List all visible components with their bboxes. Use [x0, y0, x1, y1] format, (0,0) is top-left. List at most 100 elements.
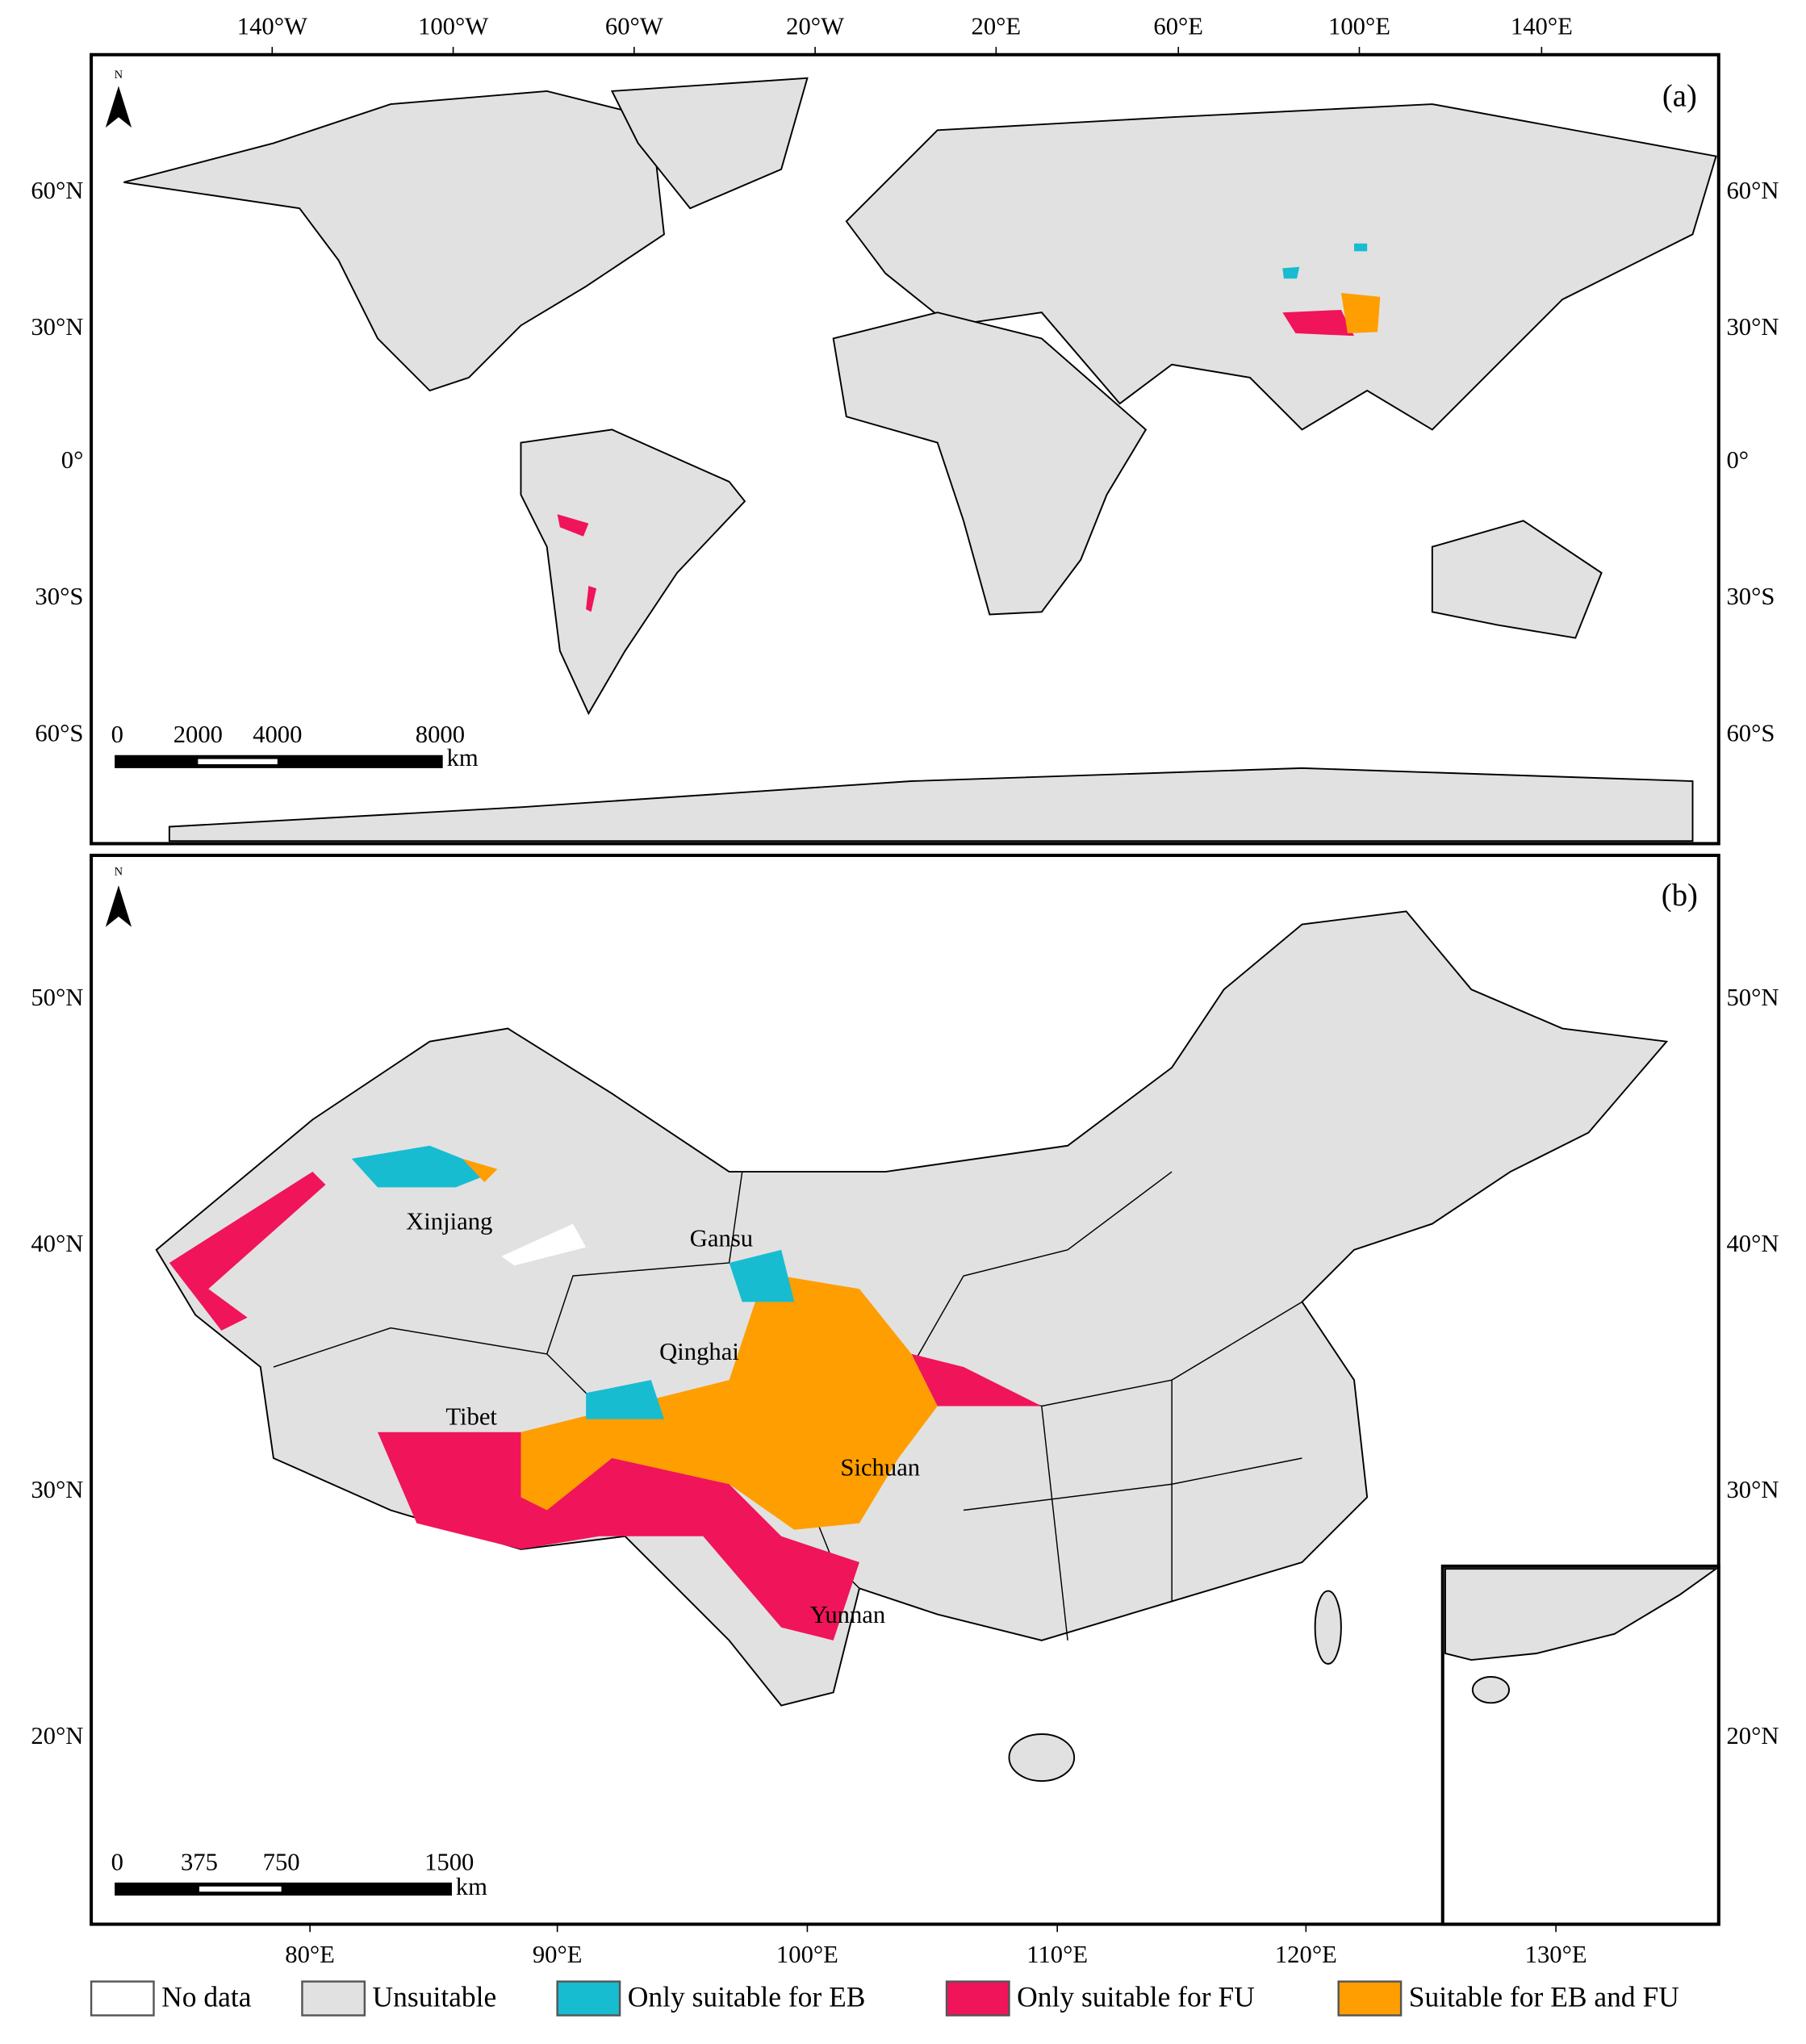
y-tick-label: 0° [1726, 446, 1749, 474]
legend-swatch [1337, 1980, 1403, 2017]
suitable-patch [1282, 309, 1355, 336]
hainan [1008, 1733, 1076, 1783]
suitable-patch [911, 1353, 1042, 1407]
x-tick-label: 90°E [533, 1941, 583, 1968]
x-tick-label: 110°E [1026, 1941, 1088, 1968]
scale-bar [115, 754, 443, 768]
region-label: Qinghai [659, 1338, 739, 1365]
y-tick-label: 60°N [31, 177, 83, 204]
scale-unit: km [456, 1873, 487, 1900]
suitable-patch [520, 1276, 938, 1530]
china-map [155, 910, 1669, 1783]
greenland [610, 77, 809, 210]
y-tick-label: 40°N [31, 1230, 83, 1257]
legend-swatch [945, 1980, 1010, 2017]
inset-hainan [1471, 1676, 1510, 1704]
suitable-patch [1354, 243, 1368, 252]
suitable-patch [729, 1249, 795, 1302]
no-data-patch [501, 1223, 587, 1266]
suitable-patch [557, 514, 589, 537]
eurasia [845, 103, 1717, 431]
inset-land [1444, 1568, 1719, 1662]
north-arrow [105, 86, 132, 128]
panel-label: (b) [1662, 878, 1698, 913]
x-tick-label: 20°W [786, 13, 844, 40]
scale-bar-segment [199, 1886, 282, 1892]
x-tick-label: 140°E [1511, 13, 1573, 40]
scale-label: 0 [111, 1848, 123, 1875]
suitable-patch [1340, 293, 1381, 334]
y-tick-label: 30°S [35, 583, 83, 610]
scale-bar-segment [198, 759, 278, 765]
legend-label: No data [161, 1980, 252, 2013]
north-america [123, 90, 665, 392]
suitable-patch [351, 1145, 495, 1188]
north-arrow [105, 885, 132, 927]
panel-label: (a) [1662, 79, 1697, 114]
y-tick-label: 30°N [1726, 313, 1779, 341]
legend-label: Only suitable for EB [628, 1980, 866, 2013]
y-tick-label: 40°N [1726, 1230, 1779, 1257]
region-label: Yunnan [810, 1601, 886, 1628]
x-tick-label: 100°E [776, 1941, 838, 1968]
y-tick-label: 30°N [31, 1476, 83, 1503]
scale-label: 4000 [253, 721, 302, 748]
x-tick-label: 60°E [1153, 13, 1203, 40]
legend-swatch [301, 1980, 366, 2017]
legend-label: Unsuitable [373, 1980, 497, 2013]
y-tick-label: 50°N [1726, 984, 1779, 1011]
x-tick-label: 140°W [237, 13, 307, 40]
north-label: N [115, 865, 123, 878]
panel-frame [90, 853, 1720, 1926]
scale-label: 2000 [173, 721, 223, 748]
world-map [123, 77, 1717, 842]
legend-swatch [556, 1980, 621, 2017]
south-america [520, 428, 746, 716]
x-tick-label: 100°W [418, 13, 488, 40]
region-label: Gansu [690, 1225, 753, 1252]
china [155, 910, 1669, 1707]
scale-label: 375 [181, 1848, 218, 1875]
legend-label: Only suitable for FU [1017, 1980, 1255, 2013]
x-tick-label: 100°E [1328, 13, 1390, 40]
panel-frame [90, 52, 1720, 846]
region-label: Sichuan [840, 1454, 920, 1482]
north-label: N [115, 69, 123, 82]
suitable-patch [1282, 266, 1300, 279]
suitable-patch [169, 1172, 326, 1331]
y-tick-label: 0° [61, 446, 84, 474]
x-tick-label: 130°E [1525, 1941, 1587, 1968]
y-tick-label: 60°N [1726, 177, 1779, 204]
y-tick-label: 30°S [1726, 583, 1775, 610]
scale-unit: km [447, 744, 479, 771]
y-tick-label: 20°N [1726, 1722, 1779, 1749]
x-tick-label: 80°E [285, 1941, 335, 1968]
y-tick-label: 20°N [31, 1722, 83, 1749]
taiwan [1314, 1590, 1342, 1665]
legend-label: Suitable for EB and FU [1409, 1980, 1679, 2013]
y-tick-label: 30°N [31, 313, 83, 341]
scale-label: 0 [111, 721, 123, 748]
x-tick-label: 60°W [605, 13, 663, 40]
region-label: Xinjiang [406, 1208, 492, 1235]
y-tick-label: 60°S [1726, 720, 1775, 747]
x-tick-label: 120°E [1275, 1941, 1337, 1968]
y-tick-label: 50°N [31, 984, 83, 1011]
suitable-patch [378, 1432, 859, 1641]
scale-label: 1500 [424, 1848, 474, 1875]
scale-label: 8000 [416, 721, 465, 748]
scale-label: 750 [263, 1848, 300, 1875]
suitable-patch [586, 1380, 664, 1419]
australia [1431, 520, 1603, 639]
africa [832, 311, 1148, 616]
scale-bar [115, 1882, 452, 1896]
legend-swatch [90, 1980, 155, 2017]
y-tick-label: 60°S [35, 720, 83, 747]
suitable-patch [586, 586, 597, 612]
region-label: Tibet [445, 1403, 497, 1431]
antarctica [168, 767, 1694, 842]
x-tick-label: 20°E [972, 13, 1022, 40]
y-tick-label: 30°N [1726, 1476, 1779, 1503]
